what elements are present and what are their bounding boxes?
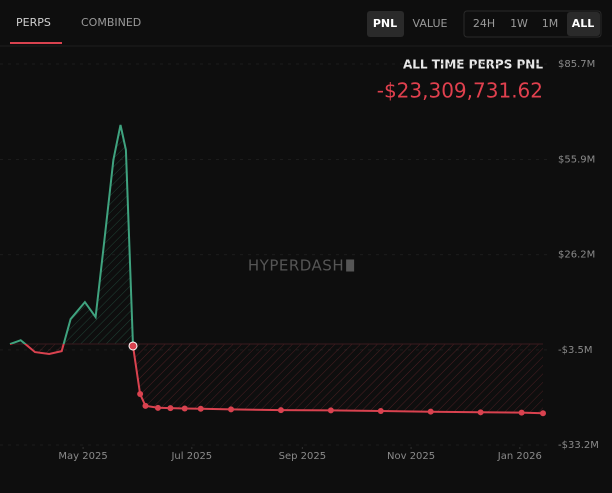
y-tick-label: -$33.2M: [558, 440, 599, 451]
line-positive: [9, 124, 134, 345]
point: [327, 407, 334, 414]
y-tick-label: $85.7M: [558, 59, 595, 70]
point: [154, 404, 161, 411]
mode-button[interactable]: PNL: [373, 17, 397, 30]
point: [427, 408, 434, 415]
y-tick-label: $26.2M: [558, 250, 595, 261]
range-button[interactable]: 1W: [510, 17, 528, 30]
plot: $85.7M $55.9M $26.2M -$3.5M -$33.2M May 2025 J…: [0, 59, 599, 462]
active-range-bg: [567, 12, 600, 36]
mode-button[interactable]: VALUE: [413, 17, 448, 30]
range-group: [463, 10, 602, 38]
watermark: HYPERDASH: [248, 257, 344, 275]
point: [277, 407, 284, 414]
point: [377, 408, 384, 415]
x-tick-label: Jul 2025: [170, 451, 212, 462]
range-button[interactable]: ALL: [572, 17, 595, 30]
point: [167, 405, 174, 412]
watermark-block: [346, 259, 355, 272]
point: [477, 409, 484, 416]
tab[interactable]: COMBINED: [81, 16, 141, 29]
tab[interactable]: PERPS: [16, 16, 51, 29]
x-tick-label: May 2025: [58, 451, 107, 462]
x-tick-label: Jan 2026: [497, 451, 542, 462]
y-tick-label: $55.9M: [558, 154, 595, 165]
y-tick-label: -$3.5M: [558, 345, 593, 356]
active-mode-bg: [367, 11, 404, 37]
point: [181, 405, 188, 412]
range-button[interactable]: 1M: [542, 17, 559, 30]
point: [137, 391, 144, 398]
x-tick-label: Nov 2025: [387, 451, 435, 462]
point: [142, 402, 149, 409]
point: [128, 341, 138, 351]
point: [228, 406, 235, 413]
x-tick-label: Sep 2025: [279, 451, 326, 462]
pnl-total: -$23,309,731.62: [377, 79, 543, 103]
point: [540, 410, 546, 417]
point: [518, 409, 525, 416]
range-button[interactable]: 24H: [473, 17, 495, 30]
point: [197, 405, 204, 412]
area-positive: [10, 124, 543, 345]
area-negative: [10, 344, 543, 414]
